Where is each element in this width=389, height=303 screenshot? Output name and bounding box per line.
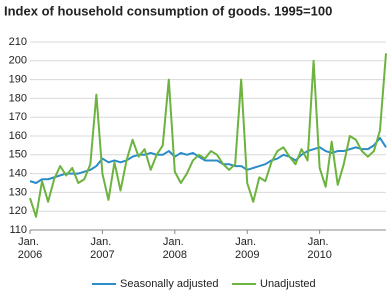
legend-label: Seasonally adjusted (120, 278, 218, 290)
y-tick-label: 170 (9, 111, 27, 123)
x-tick-label: Jan. 2009 (235, 236, 259, 261)
series-line (29, 53, 387, 218)
y-tick-label: 130 (9, 186, 27, 198)
chart-title: Index of household consumption of goods.… (4, 3, 332, 18)
y-tick-label: 120 (9, 205, 27, 217)
series-line (29, 136, 387, 184)
x-tick-label: Jan. 2010 (307, 236, 331, 261)
x-tick-label: Jan. 2007 (90, 236, 114, 261)
y-tick-label: 140 (9, 168, 27, 180)
y-tick-label: 160 (9, 130, 27, 142)
y-tick-label: 110 (9, 224, 27, 236)
y-tick-label: 200 (9, 55, 27, 67)
y-tick-label: 150 (9, 149, 27, 161)
legend-label: Unadjusted (260, 278, 316, 290)
y-tick-label: 190 (9, 74, 27, 86)
y-tick-label: 210 (9, 36, 27, 48)
y-tick-label: 180 (9, 92, 27, 104)
x-tick-label: Jan. 2006 (18, 236, 42, 261)
x-tick-label: Jan. 2008 (163, 236, 187, 261)
